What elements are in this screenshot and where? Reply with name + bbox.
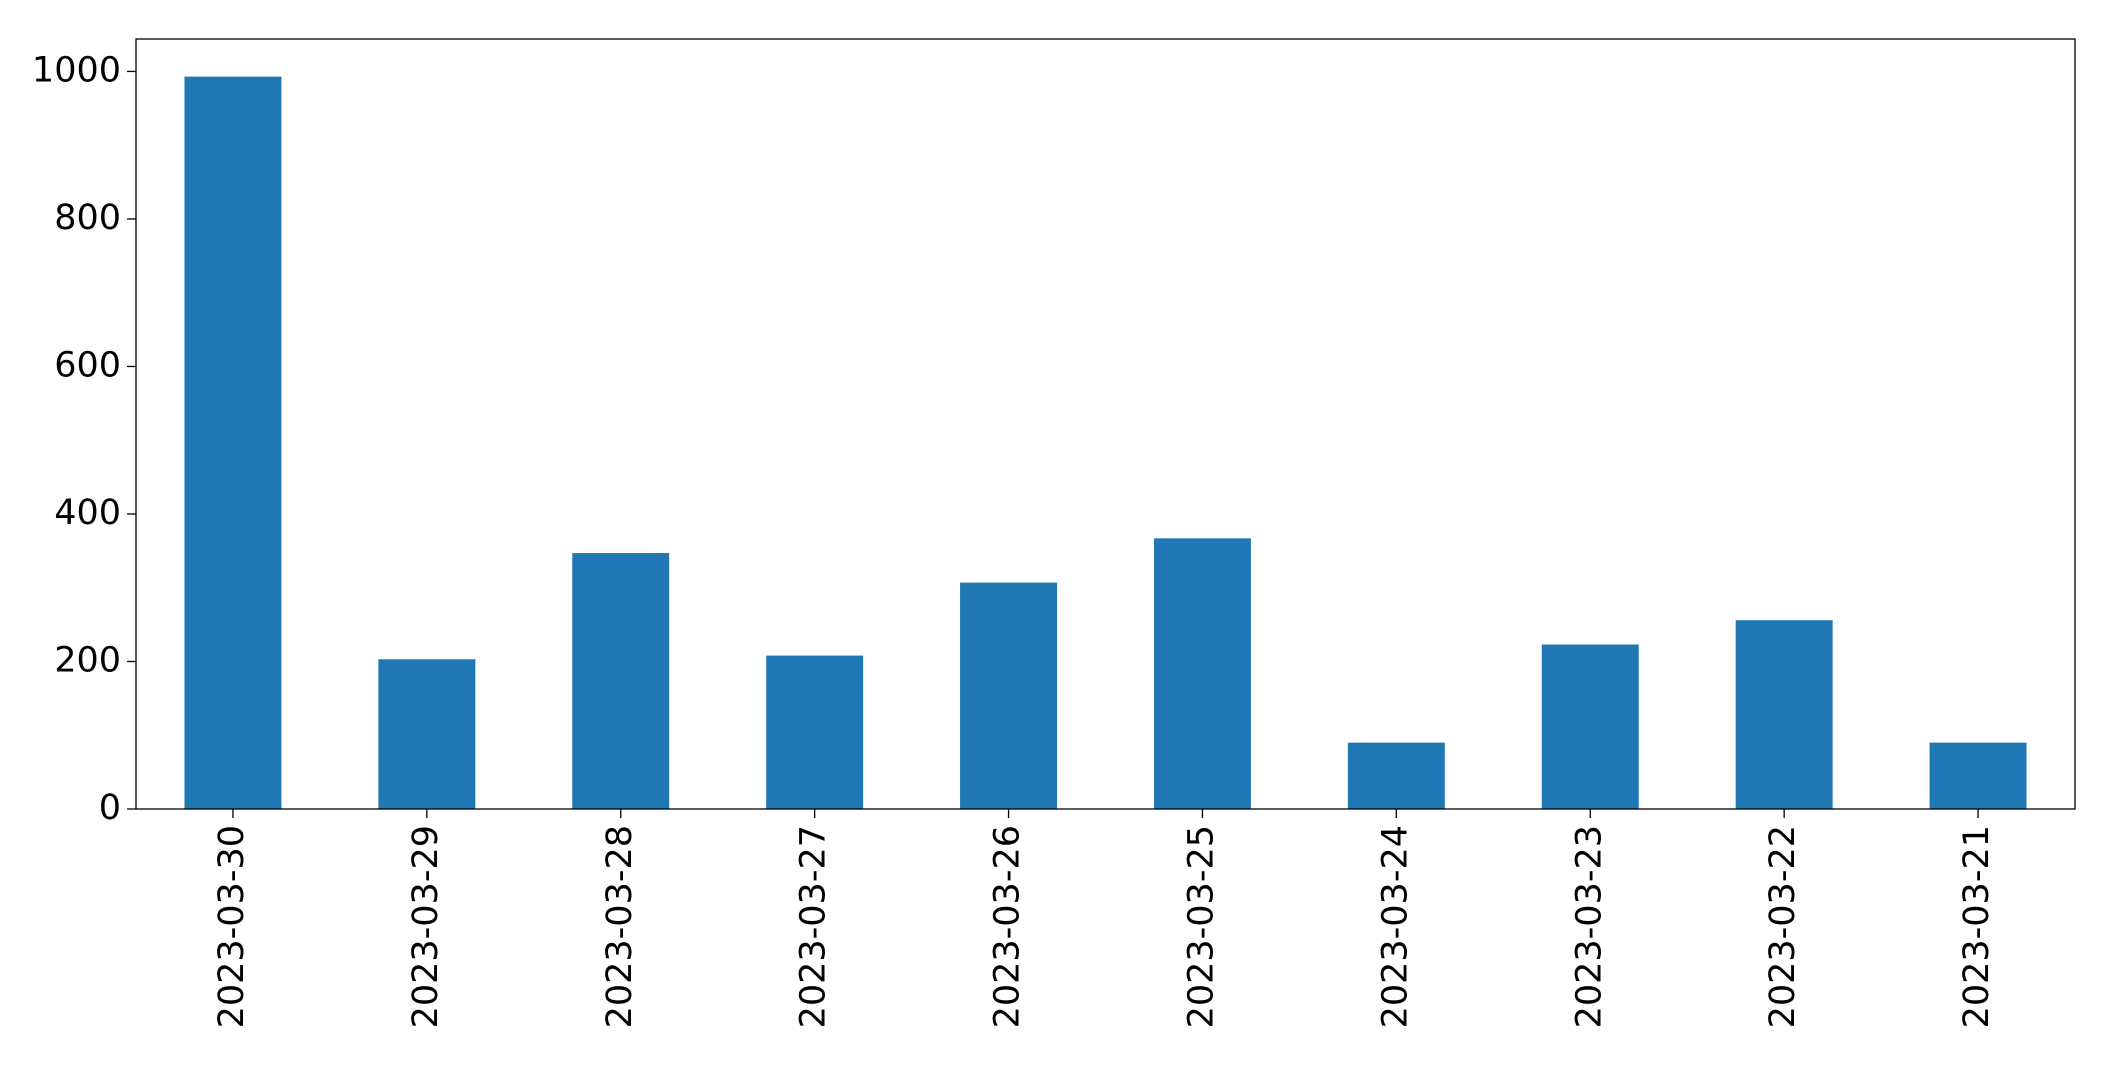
plot-frame — [135, 38, 2076, 810]
bar — [1735, 620, 1833, 809]
bar — [1929, 742, 2027, 809]
x-tick-label: 2023-03-23 — [1569, 825, 1609, 1028]
bar — [1347, 742, 1445, 809]
x-tick-label: 2023-03-24 — [1375, 825, 1415, 1028]
y-tick-label: 800 — [54, 198, 121, 238]
x-tick-label: 2023-03-27 — [794, 825, 834, 1028]
bar — [184, 76, 282, 810]
bar — [378, 659, 476, 809]
x-tick-label: 2023-03-30 — [212, 825, 252, 1028]
x-tick-label: 2023-03-21 — [1957, 825, 1997, 1028]
y-tick-label: 600 — [54, 345, 121, 385]
y-tick-label: 0 — [99, 788, 121, 828]
x-tick-label: 2023-03-29 — [406, 825, 446, 1028]
bar — [1153, 538, 1251, 809]
y-tick-label: 400 — [54, 493, 121, 533]
bar — [572, 553, 670, 809]
x-tick-label: 2023-03-25 — [1181, 825, 1221, 1028]
bar — [960, 582, 1058, 809]
y-tick-label: 200 — [54, 640, 121, 680]
x-tick-label: 2023-03-26 — [988, 825, 1028, 1028]
x-tick-label: 2023-03-28 — [600, 825, 640, 1028]
bar — [1541, 644, 1639, 809]
bar — [766, 655, 864, 809]
y-tick-label: 1000 — [32, 50, 121, 90]
x-tick-label: 2023-03-22 — [1763, 825, 1803, 1028]
